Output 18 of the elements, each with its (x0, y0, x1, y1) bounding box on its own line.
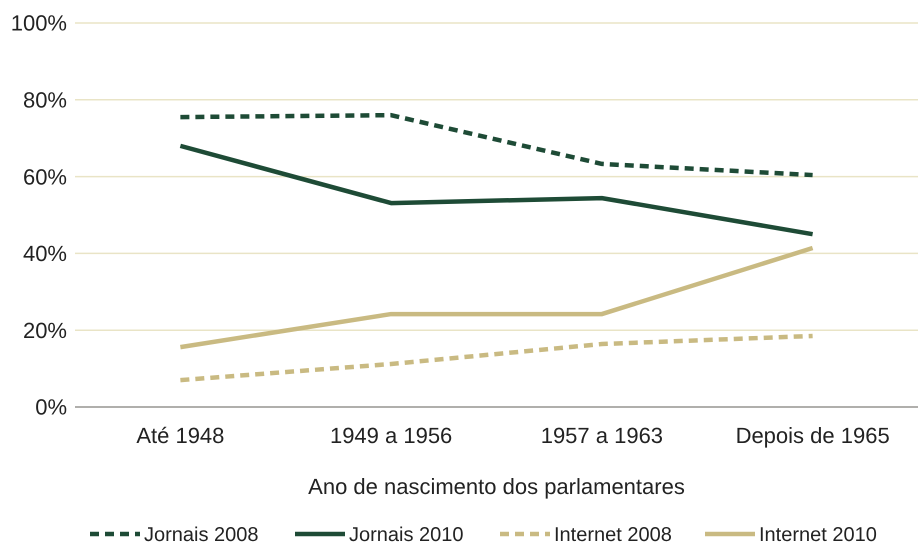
x-tick-label: 1957 a 1963 (540, 423, 664, 448)
y-tick-label: 80% (22, 88, 67, 112)
legend-label: Internet 2010 (759, 524, 877, 546)
y-tick-label: 20% (22, 318, 67, 343)
line-series (178, 112, 815, 178)
y-tick-label: 0% (35, 394, 67, 420)
legend-label: Jornais 2008 (144, 524, 259, 546)
line-series (178, 144, 815, 236)
x-tick-label: Até 1948 (136, 423, 224, 448)
line-series (178, 334, 815, 382)
x-axis-title: Ano de nascimento dos parlamentares (308, 474, 685, 499)
y-tick-label: 100% (10, 10, 67, 36)
x-tick-label: 1949 a 1956 (330, 423, 452, 448)
legend-label: Internet 2008 (554, 524, 672, 546)
legend-label: Jornais 2010 (349, 524, 464, 546)
y-tick-label: 40% (22, 241, 67, 266)
x-tick-label: Depois de 1965 (736, 423, 890, 448)
y-tick-label: 60% (22, 164, 67, 190)
